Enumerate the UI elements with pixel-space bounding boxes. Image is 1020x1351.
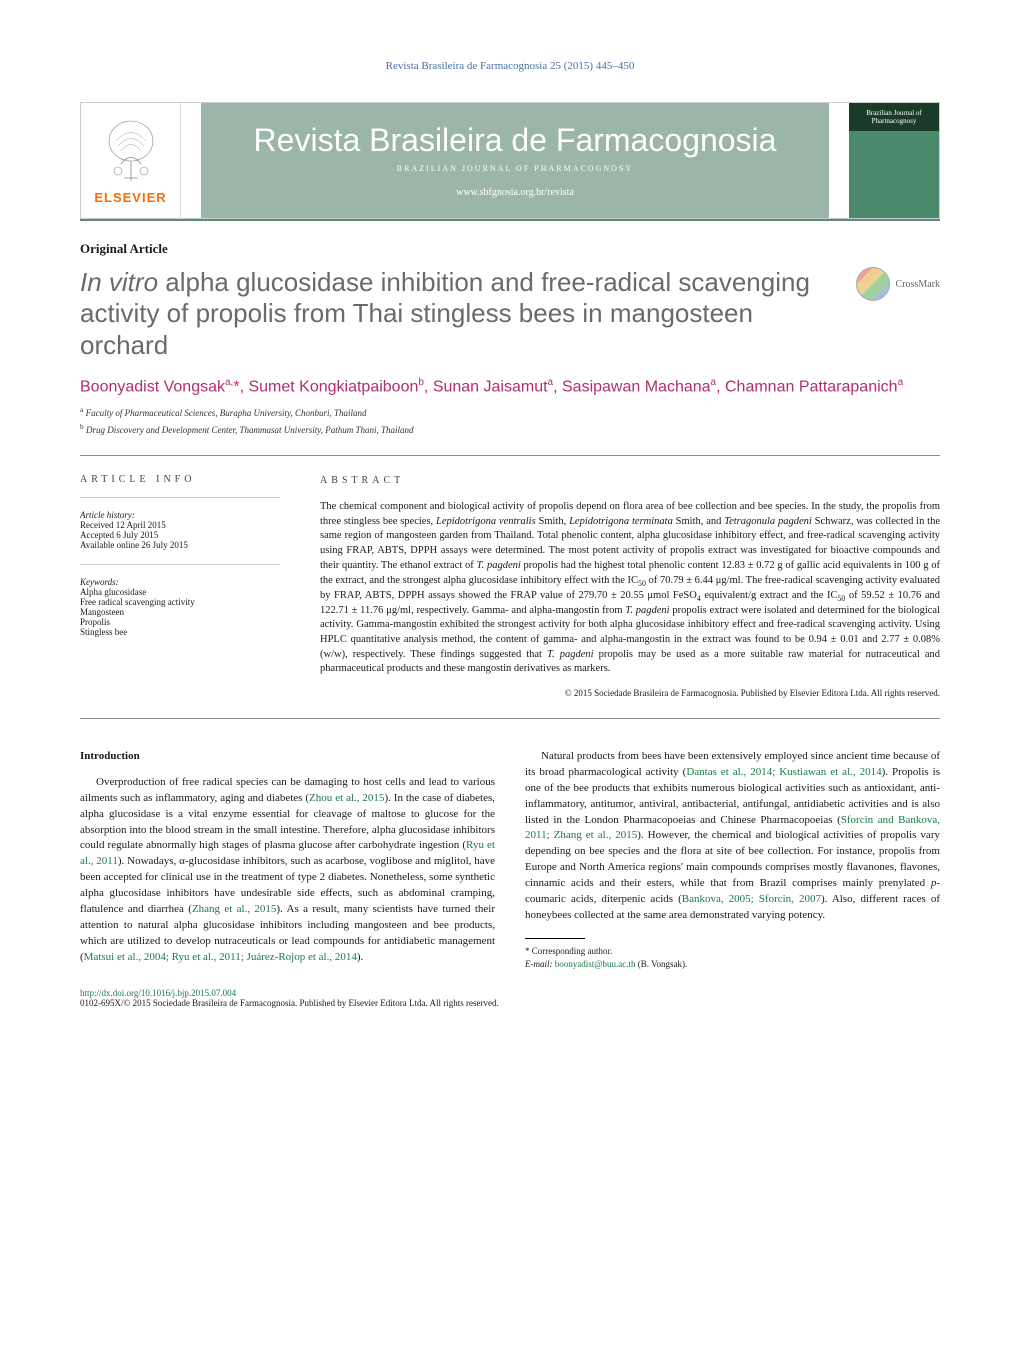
keyword: Alpha glucosidase bbox=[80, 587, 280, 597]
affiliations: a Faculty of Pharmaceutical Sciences, Bu… bbox=[80, 404, 940, 437]
journal-header: ELSEVIER Revista Brasileira de Farmacogn… bbox=[80, 102, 940, 221]
cover-image-placeholder bbox=[849, 131, 939, 218]
body-columns: Introduction Overproduction of free radi… bbox=[80, 749, 940, 971]
journal-title-block: Revista Brasileira de Farmacognosia BRAZ… bbox=[201, 103, 829, 218]
journal-subtitle: BRAZILIAN JOURNAL OF PHARMACOGNOSY bbox=[397, 164, 633, 173]
publisher-logo[interactable]: ELSEVIER bbox=[81, 103, 181, 218]
affiliation-b: b Drug Discovery and Development Center,… bbox=[80, 421, 940, 438]
history-accepted: Accepted 6 July 2015 bbox=[80, 530, 280, 540]
introduction-heading: Introduction bbox=[80, 749, 495, 765]
cover-title: Brazilian Journal of Pharmacognosy bbox=[849, 103, 939, 131]
abstract-column: ABSTRACT The chemical component and biol… bbox=[320, 474, 940, 700]
keyword: Mangosteen bbox=[80, 607, 280, 617]
email-name: (B. Vongsak). bbox=[638, 959, 687, 969]
keyword: Propolis bbox=[80, 617, 280, 627]
elsevier-tree-icon bbox=[96, 116, 166, 186]
abstract-text: The chemical component and biological ac… bbox=[320, 500, 940, 677]
article-title: In vitro alpha glucosidase inhibition an… bbox=[80, 267, 836, 361]
page-footer: http://dx.doi.org/10.1016/j.bjp.2015.07.… bbox=[80, 988, 940, 1008]
abstract-copyright: © 2015 Sociedade Brasileira de Farmacogn… bbox=[320, 687, 940, 700]
history-received: Received 12 April 2015 bbox=[80, 520, 280, 530]
author-email[interactable]: boonyadist@buu.ac.th bbox=[555, 959, 636, 969]
body-paragraph-1: Overproduction of free radical species c… bbox=[80, 775, 495, 966]
article-history: Article history: Received 12 April 2015 … bbox=[80, 497, 280, 550]
doi-link[interactable]: http://dx.doi.org/10.1016/j.bjp.2015.07.… bbox=[80, 988, 940, 998]
keyword: Free radical scavenging activity bbox=[80, 597, 280, 607]
history-online: Available online 26 July 2015 bbox=[80, 540, 280, 550]
article-type: Original Article bbox=[80, 241, 940, 257]
issn-copyright: 0102-695X/© 2015 Sociedade Brasileira de… bbox=[80, 998, 940, 1008]
crossmark-icon bbox=[856, 267, 890, 301]
corresponding-author: * Corresponding author. bbox=[525, 945, 940, 958]
journal-title: Revista Brasileira de Farmacognosia bbox=[254, 123, 777, 158]
author-email-line: E-mail: boonyadist@buu.ac.th (B. Vongsak… bbox=[525, 958, 940, 971]
journal-cover-thumb[interactable]: Brazilian Journal of Pharmacognosy bbox=[849, 103, 939, 218]
email-label: E-mail: bbox=[525, 959, 553, 969]
publisher-name: ELSEVIER bbox=[94, 190, 166, 205]
info-heading: ARTICLE INFO bbox=[80, 474, 280, 485]
footnote-separator bbox=[525, 938, 585, 939]
crossmark-label: CrossMark bbox=[896, 279, 940, 290]
keywords-label: Keywords: bbox=[80, 577, 280, 587]
keyword: Stingless bee bbox=[80, 627, 280, 637]
abstract-heading: ABSTRACT bbox=[320, 474, 940, 488]
crossmark-widget[interactable]: CrossMark bbox=[856, 267, 940, 301]
affiliation-a: a Faculty of Pharmaceutical Sciences, Bu… bbox=[80, 404, 940, 421]
history-label: Article history: bbox=[80, 510, 280, 520]
author-list: Boonyadist Vongsaka,*, Sumet Kongkiatpai… bbox=[80, 377, 940, 396]
journal-citation: Revista Brasileira de Farmacognosia 25 (… bbox=[80, 60, 940, 72]
footnotes: * Corresponding author. E-mail: boonyadi… bbox=[525, 945, 940, 970]
article-info-column: ARTICLE INFO Article history: Received 1… bbox=[80, 474, 280, 700]
body-paragraph-2: Natural products from bees have been ext… bbox=[525, 749, 940, 924]
journal-url[interactable]: www.sbfgnosia.org.br/revista bbox=[456, 187, 574, 198]
keywords-block: Keywords: Alpha glucosidase Free radical… bbox=[80, 564, 280, 637]
journal-banner: ELSEVIER Revista Brasileira de Farmacogn… bbox=[80, 102, 940, 219]
